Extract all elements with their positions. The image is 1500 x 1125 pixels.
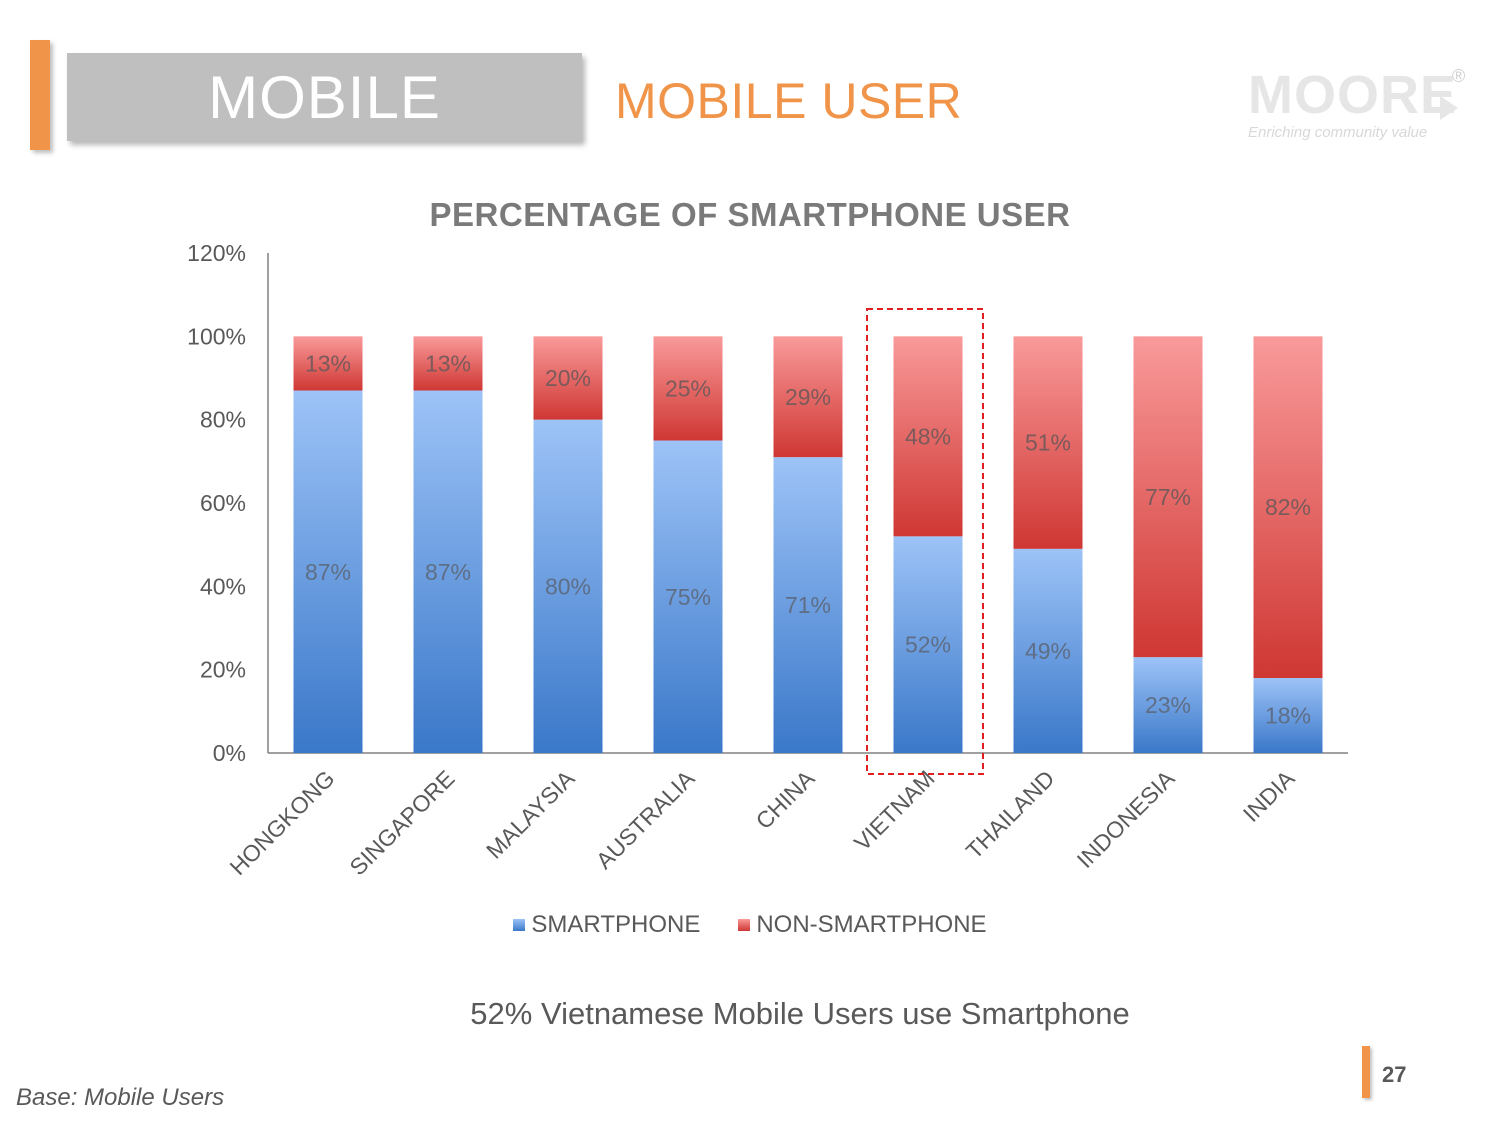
data-label-smartphone: 52%	[905, 632, 951, 658]
bar-smartphone	[1253, 678, 1323, 753]
data-label-smartphone: 87%	[425, 559, 471, 585]
data-label-non-smartphone: 82%	[1265, 494, 1311, 520]
data-label-non-smartphone: 25%	[665, 375, 711, 401]
bar-smartphone	[1013, 548, 1083, 753]
company-logo: MOORE ® Enriching community value	[1240, 65, 1480, 146]
logo-arrow-icon	[1440, 96, 1458, 120]
chart-caption: 52% Vietnamese Mobile Users use Smartpho…	[470, 996, 1130, 1031]
data-label-non-smartphone: 51%	[1025, 430, 1071, 456]
data-label-smartphone: 80%	[545, 573, 591, 599]
data-label-non-smartphone: 13%	[305, 350, 351, 376]
legend-item-non-smartphone: NON-SMARTPHONE	[738, 911, 987, 939]
bar-smartphone	[293, 390, 363, 753]
legend-swatch-non-smartphone	[738, 919, 751, 931]
y-tick-label: 20%	[200, 657, 246, 683]
section-label: MOBILE	[208, 63, 441, 131]
logo-wordmark: MOORE	[1248, 65, 1458, 125]
data-label-smartphone: 71%	[785, 592, 831, 618]
data-label-smartphone: 49%	[1025, 638, 1071, 664]
bar-non-smartphone	[293, 336, 363, 391]
bar-smartphone	[773, 457, 843, 753]
data-label-non-smartphone: 29%	[785, 384, 831, 410]
chart-title: PERCENTAGE OF SMARTPHONE USER	[429, 196, 1071, 233]
slide-title: MOBILE USER	[615, 73, 963, 129]
data-label-non-smartphone: 13%	[425, 350, 471, 376]
bar-smartphone	[413, 390, 483, 753]
x-category-label: VIETNAM	[849, 765, 940, 856]
data-label-non-smartphone: 20%	[545, 365, 591, 391]
bar-smartphone	[533, 419, 603, 753]
data-label-smartphone: 87%	[305, 559, 351, 585]
bar-non-smartphone	[1013, 336, 1083, 549]
bar-non-smartphone	[413, 336, 483, 391]
bar-non-smartphone	[893, 336, 963, 537]
y-tick-label: 0%	[213, 740, 246, 766]
y-tick-label: 120%	[187, 240, 246, 266]
chart-legend: SMARTPHONE NON-SMARTPHONE	[0, 911, 1500, 939]
accent-bar	[30, 40, 50, 150]
bar-non-smartphone	[1253, 336, 1323, 678]
x-category-label: THAILAND	[961, 765, 1060, 864]
page-number: 27	[1382, 1062, 1407, 1087]
data-label-smartphone: 18%	[1265, 703, 1311, 729]
bar-non-smartphone	[533, 336, 603, 420]
y-tick-label: 60%	[200, 490, 246, 516]
x-category-label: INDONESIA	[1072, 765, 1180, 873]
bar-smartphone	[1133, 657, 1203, 753]
y-tick-label: 100%	[187, 323, 246, 349]
data-label-smartphone: 75%	[665, 584, 711, 610]
logo-tagline: Enriching community value	[1248, 124, 1428, 141]
stacked-bar-chart: 0% 20% 40% 60% 80% 100% 120% 87% 13% HONGKONG 87% 1…	[187, 240, 1348, 880]
bar-smartphone	[893, 536, 963, 753]
legend-label-non-smartphone: NON-SMARTPHONE	[756, 911, 987, 938]
x-category-label: SINGAPORE	[344, 765, 459, 880]
bar-non-smartphone	[773, 336, 843, 458]
base-note: Base: Mobile Users	[16, 1084, 225, 1111]
bar-non-smartphone	[1133, 336, 1203, 658]
bar-non-smartphone	[653, 336, 723, 441]
legend-label-smartphone: SMARTPHONE	[531, 911, 701, 938]
page-number-bar	[1362, 1046, 1370, 1098]
y-tick-label: 40%	[200, 573, 246, 599]
x-category-label: AUSTRALIA	[591, 765, 700, 874]
x-category-label: MALAYSIA	[481, 765, 580, 864]
logo-registered-mark: ®	[1452, 66, 1466, 86]
bar-smartphone	[653, 440, 723, 753]
legend-item-smartphone: SMARTPHONE	[513, 911, 700, 939]
data-label-non-smartphone: 48%	[905, 423, 951, 449]
y-tick-label: 80%	[200, 407, 246, 433]
section-label-box: MOBILE	[67, 53, 582, 141]
data-label-non-smartphone: 77%	[1145, 484, 1191, 510]
legend-swatch-smartphone	[513, 919, 526, 931]
x-category-label: HONGKONG	[224, 765, 339, 880]
data-label-smartphone: 23%	[1145, 692, 1191, 718]
x-category-label: INDIA	[1238, 765, 1300, 827]
x-category-label: CHINA	[751, 765, 820, 834]
